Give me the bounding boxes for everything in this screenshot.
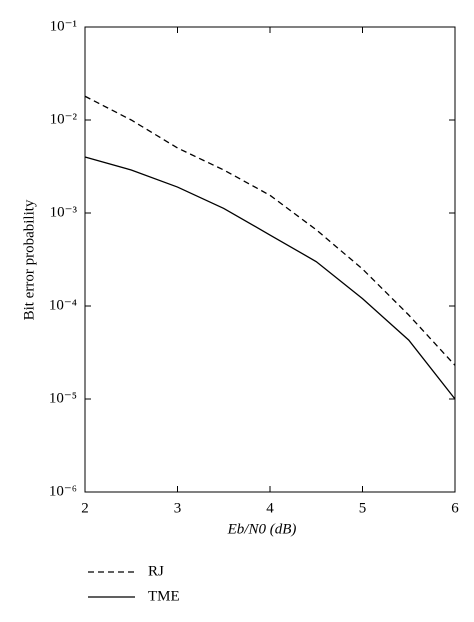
x-axis-label: Eb/N0 (dB) [227,521,297,537]
plot-frame [84,26,456,493]
x-tick-label: 4 [266,500,274,516]
x-tick-label: 6 [451,500,459,516]
legend-label: TME [148,588,180,604]
x-tick-label: 2 [81,500,89,516]
x-tick-label: 5 [359,500,367,516]
y-axis-label: Bit error probability [21,199,37,320]
y-tick-label: 10⁻¹ [50,18,77,34]
y-tick-label: 10⁻³ [50,204,78,220]
y-tick-label: 10⁻⁶ [49,483,77,499]
x-tick-label: 3 [174,500,182,516]
series-line [84,156,456,400]
y-tick-label: 10⁻² [50,111,78,127]
y-tick-label: 10⁻⁵ [49,390,77,406]
series-line [84,95,456,366]
y-tick-label: 10⁻⁴ [49,297,77,313]
legend-label: RJ [148,563,164,579]
